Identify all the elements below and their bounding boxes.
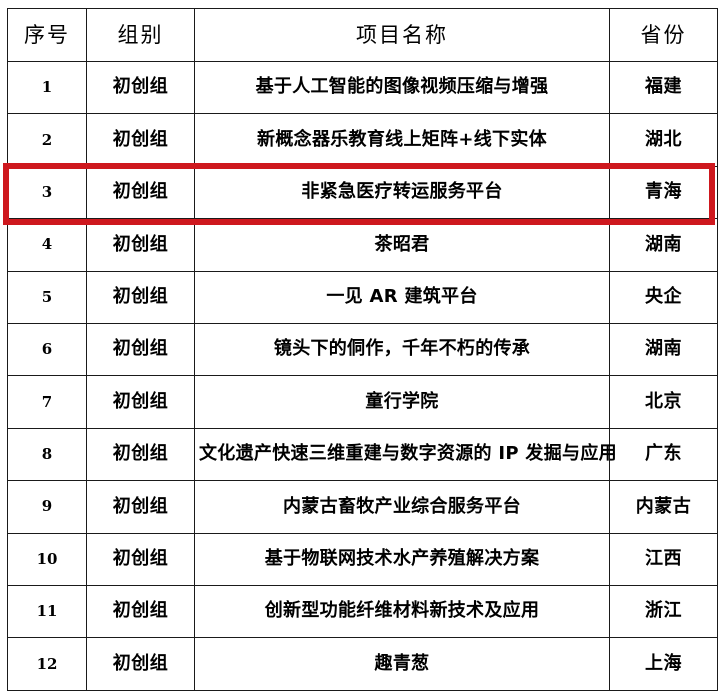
cell-group: 初创组	[86, 322, 195, 377]
table-row: 2 初创组 新概念器乐教育线上矩阵+线下实体 湖北	[7, 113, 718, 167]
cell-province: 湖北	[609, 113, 718, 167]
cell-group: 初创组	[86, 165, 195, 220]
cell-province: 内蒙古	[609, 480, 718, 534]
table-row: 9 初创组 内蒙古畜牧产业综合服务平台 内蒙古	[7, 480, 718, 534]
table-row: 11 初创组 创新型功能纤维材料新技术及应用 浙江	[7, 584, 718, 639]
table-row: 10 初创组 基于物联网技术水产养殖解决方案 江西	[7, 532, 718, 586]
cell-project-name: 基于人工智能的图像视频压缩与增强	[194, 60, 610, 115]
cell-group: 初创组	[86, 113, 195, 167]
table-row: 5 初创组 一见 AR 建筑平台 央企	[7, 270, 718, 324]
listing-table-container: 序号 组别 项目名称 省份 1 初创组 基于人工智能的图像视频压缩与增强 福建 2 初创组…	[7, 8, 718, 691]
cell-group: 初创组	[86, 584, 195, 639]
cell-province: 湖南	[609, 218, 718, 272]
cell-sequence-number: 2	[7, 113, 87, 167]
cell-group: 初创组	[86, 218, 195, 272]
cell-project-name: 非紧急医疗转运服务平台	[194, 165, 610, 220]
cell-sequence-number: 1	[7, 60, 87, 115]
table-row: 4 初创组 茶昭君 湖南	[7, 218, 718, 272]
cell-group: 初创组	[86, 375, 195, 429]
cell-group: 初创组	[86, 427, 195, 482]
cell-group: 初创组	[86, 480, 195, 534]
cell-sequence-number: 11	[7, 584, 87, 639]
cell-sequence-number: 6	[7, 322, 87, 377]
table-header-row: 序号 组别 项目名称 省份	[7, 8, 718, 62]
cell-project-name: 茶昭君	[194, 218, 610, 272]
table-row: 6 初创组 镜头下的侗作，千年不朽的传承 湖南	[7, 322, 718, 377]
cell-project-name: 童行学院	[194, 375, 610, 429]
cell-project-name: 趣青葱	[194, 637, 610, 691]
column-header-prov: 省份	[609, 8, 718, 62]
cell-province: 江西	[609, 532, 718, 586]
cell-province: 青海	[609, 165, 718, 220]
cell-sequence-number: 5	[7, 270, 87, 324]
cell-sequence-number: 12	[7, 637, 87, 691]
cell-sequence-number: 7	[7, 375, 87, 429]
cell-group: 初创组	[86, 637, 195, 691]
table-row: 1 初创组 基于人工智能的图像视频压缩与增强 福建	[7, 60, 718, 115]
cell-sequence-number: 4	[7, 218, 87, 272]
table-header: 序号 组别 项目名称 省份	[7, 8, 718, 62]
cell-group: 初创组	[86, 60, 195, 115]
column-header-name: 项目名称	[194, 8, 610, 62]
table-row: 8 初创组 文化遗产快速三维重建与数字资源的 IP 发掘与应用 广东	[7, 427, 718, 482]
cell-province: 央企	[609, 270, 718, 324]
cell-province: 湖南	[609, 322, 718, 377]
cell-group: 初创组	[86, 270, 195, 324]
cell-project-name: 文化遗产快速三维重建与数字资源的 IP 发掘与应用	[194, 427, 617, 482]
cell-sequence-number: 10	[7, 532, 87, 586]
cell-province: 广东	[609, 427, 718, 482]
cell-project-name: 新概念器乐教育线上矩阵+线下实体	[194, 113, 610, 167]
table-body: 1 初创组 基于人工智能的图像视频压缩与增强 福建 2 初创组 新概念器乐教育线上矩阵+线下…	[7, 60, 718, 691]
table-row: 3 初创组 非紧急医疗转运服务平台 青海	[7, 165, 718, 220]
cell-province: 北京	[609, 375, 718, 429]
cell-sequence-number: 9	[7, 480, 87, 534]
cell-province: 上海	[609, 637, 718, 691]
cell-project-name: 一见 AR 建筑平台	[194, 270, 610, 324]
cell-sequence-number: 8	[7, 427, 87, 482]
table-row: 12 初创组 趣青葱 上海	[7, 637, 718, 691]
column-header-seq: 序号	[7, 8, 87, 62]
cell-project-name: 创新型功能纤维材料新技术及应用	[194, 584, 610, 639]
cell-sequence-number: 3	[7, 165, 87, 220]
cell-province: 福建	[609, 60, 718, 115]
cell-project-name: 镜头下的侗作，千年不朽的传承	[194, 322, 610, 377]
cell-province: 浙江	[609, 584, 718, 639]
project-listing-table: 序号 组别 项目名称 省份 1 初创组 基于人工智能的图像视频压缩与增强 福建 2 初创组…	[7, 8, 718, 691]
cell-project-name: 基于物联网技术水产养殖解决方案	[194, 532, 610, 586]
column-header-group: 组别	[86, 8, 195, 62]
table-row: 7 初创组 童行学院 北京	[7, 375, 718, 429]
cell-group: 初创组	[86, 532, 195, 586]
cell-project-name: 内蒙古畜牧产业综合服务平台	[194, 480, 610, 534]
